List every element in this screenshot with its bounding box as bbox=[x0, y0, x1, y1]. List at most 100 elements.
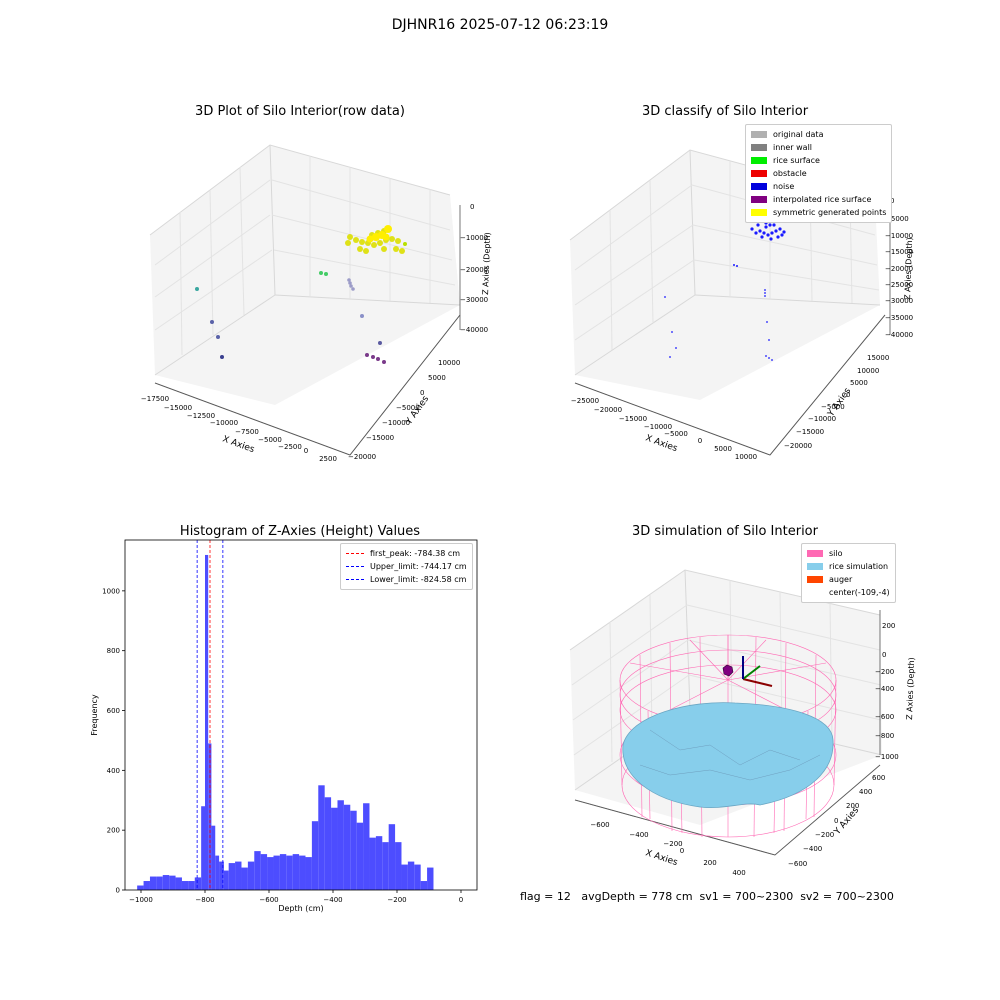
raw-z-tick-labels: 0 −10000 −20000 −30000 −40000 bbox=[460, 203, 488, 334]
histogram-bar bbox=[223, 870, 229, 890]
histogram-bar bbox=[401, 864, 408, 890]
histogram-bar bbox=[156, 876, 163, 890]
classify-xtick: −15000 bbox=[619, 415, 647, 423]
histogram-bar bbox=[375, 836, 383, 890]
histogram-y-tick-label: 0 bbox=[116, 887, 120, 895]
histogram-chart[interactable]: −1000 −800 −600 −400 −200 002004006008001000 … bbox=[80, 530, 490, 920]
simulation-ztick: 200 bbox=[882, 622, 895, 630]
classify-ztick: −5000 bbox=[885, 215, 909, 223]
histogram-bar bbox=[363, 803, 370, 890]
simulation-xtick: 200 bbox=[703, 859, 716, 867]
histogram-bar bbox=[324, 797, 332, 890]
histogram-bar bbox=[215, 855, 220, 890]
simulation-y-tick-labels: 600 400 200 0 −200 −400 −600 bbox=[788, 774, 885, 868]
raw-xtick: −17500 bbox=[141, 395, 169, 403]
classify-plot-title: 3D classify of Silo Interior bbox=[641, 104, 809, 119]
simulation-xtick: −400 bbox=[629, 831, 648, 839]
histogram-bar bbox=[149, 876, 157, 890]
raw-z-axis-label: Z Axies (Depth) bbox=[481, 232, 492, 295]
simulation-ytick: −200 bbox=[815, 831, 834, 839]
classify-xtick: 0 bbox=[698, 437, 702, 445]
histogram-bar bbox=[181, 881, 189, 890]
histogram-bar bbox=[279, 854, 287, 890]
raw-x-axis-label: X Axies bbox=[221, 434, 256, 455]
legend-swatch bbox=[751, 131, 767, 138]
classify-axis-lines bbox=[574, 205, 891, 456]
center-marker bbox=[722, 664, 734, 677]
legend-line-swatch bbox=[346, 566, 364, 567]
simulation-xtick: −200 bbox=[663, 840, 682, 848]
histogram-bar bbox=[205, 554, 209, 890]
legend-swatch bbox=[807, 589, 823, 596]
legend-item: symmetric generated points bbox=[751, 206, 886, 219]
classify-ytick: 15000 bbox=[867, 354, 889, 362]
raw-ytick: −10000 bbox=[382, 419, 410, 427]
raw-xtick: 0 bbox=[304, 447, 308, 455]
legend-item: obstacle bbox=[751, 167, 886, 180]
histogram-frame bbox=[124, 539, 478, 891]
raw-xtick: −5000 bbox=[258, 436, 282, 444]
histogram-bar bbox=[188, 881, 195, 890]
legend-item: inner wall bbox=[751, 141, 886, 154]
histogram-bar bbox=[273, 855, 280, 890]
simulation-plot-title: 3D simulation of Silo Interior bbox=[632, 524, 818, 539]
histogram-bar bbox=[241, 867, 248, 890]
legend-swatch bbox=[751, 157, 767, 164]
legend-item: silo bbox=[807, 547, 890, 560]
classify-x-tick-labels: −25000 −20000 −15000 −10000 −5000 0 5000… bbox=[571, 397, 757, 461]
simulation-gridlines bbox=[571, 579, 882, 763]
classify-ztick: 0 bbox=[890, 197, 894, 205]
histogram-bar bbox=[382, 842, 389, 890]
classify-legend: original data inner wall rice surface ob… bbox=[745, 124, 893, 223]
raw-ztick: −20000 bbox=[460, 266, 488, 274]
classify-xtick: −20000 bbox=[594, 406, 622, 414]
simulation-z-axis-label: Z Axies (Depth) bbox=[905, 657, 916, 720]
histogram-y-tick-label: 400 bbox=[107, 767, 120, 775]
classify-xtick: −10000 bbox=[644, 423, 672, 431]
legend-swatch bbox=[751, 196, 767, 203]
raw-plot-title: 3D Plot of Silo Interior(row data) bbox=[195, 104, 405, 119]
legend-swatch bbox=[751, 170, 767, 177]
raw-y-tick-labels: 10000 5000 0 −5000 −10000 −15000 −20000 bbox=[348, 359, 460, 461]
histogram-bar bbox=[395, 842, 402, 890]
histogram-bar bbox=[407, 861, 415, 890]
classify-ztick: −15000 bbox=[885, 248, 913, 256]
histogram-y-tick-label: 1000 bbox=[102, 587, 120, 595]
legend-line-swatch bbox=[346, 553, 364, 554]
legend-swatch bbox=[751, 183, 767, 190]
raw-ztick: −40000 bbox=[460, 326, 488, 334]
simulation-ytick: 0 bbox=[834, 817, 838, 825]
histogram-bar bbox=[254, 851, 261, 890]
figure-title: DJHNR16 2025-07-12 06:23:19 bbox=[391, 17, 609, 33]
raw-ytick: 5000 bbox=[428, 374, 446, 382]
classify-xtick: 10000 bbox=[735, 453, 757, 461]
legend-swatch bbox=[751, 144, 767, 151]
legend-item: rice simulation bbox=[807, 560, 890, 573]
histogram-y-tick-label: 200 bbox=[107, 827, 120, 835]
histogram-y-tick-label: 800 bbox=[107, 647, 120, 655]
histogram-bar bbox=[143, 881, 150, 890]
histogram-bar bbox=[356, 822, 364, 890]
classify-ytick: 5000 bbox=[850, 379, 868, 387]
raw-3d-plot[interactable]: −17500 −15000 −12500 −10000 −7500 −5000 … bbox=[100, 125, 520, 475]
raw-xtick: −12500 bbox=[187, 412, 215, 420]
histogram-bar bbox=[292, 854, 300, 890]
histogram-x-tick-label: −200 bbox=[387, 896, 406, 904]
histogram-x-tick-label: −1000 bbox=[129, 896, 153, 904]
legend-item: first_peak: -784.38 cm bbox=[346, 547, 467, 560]
auger-axes bbox=[742, 656, 773, 687]
histogram-y-tick-label: 600 bbox=[107, 707, 120, 715]
simulation-3d-plot[interactable]: −600 −400 −200 0 200 400 600 400 200 0 −… bbox=[560, 555, 940, 875]
histogram-bar bbox=[260, 854, 268, 890]
classify-ztick: −20000 bbox=[885, 265, 913, 273]
classify-ytick: 10000 bbox=[857, 367, 879, 375]
histogram-bar bbox=[331, 807, 338, 890]
raw-xtick: −10000 bbox=[210, 419, 238, 427]
classify-ztick: −10000 bbox=[885, 232, 913, 240]
histogram-bar bbox=[228, 863, 236, 890]
legend-item: interpolated rice surface bbox=[751, 193, 886, 206]
simulation-x-tick-labels: −600 −400 −200 0 200 400 bbox=[590, 821, 745, 875]
legend-swatch bbox=[807, 576, 823, 583]
status-footer: flag = 12 avgDepth = 778 cm sv1 = 700~23… bbox=[520, 890, 894, 903]
raw-xtick: 2500 bbox=[319, 455, 337, 463]
